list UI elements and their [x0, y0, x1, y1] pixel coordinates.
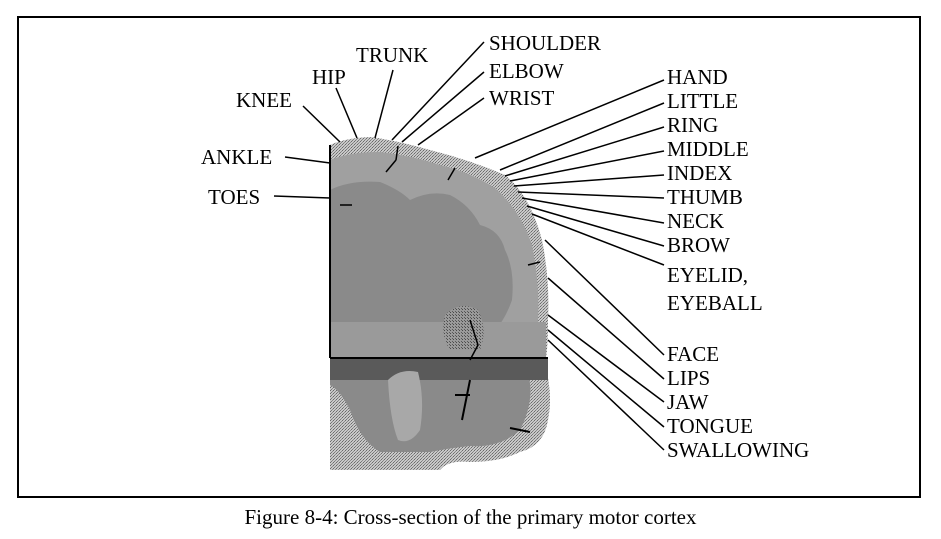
label-thumb: THUMB — [667, 185, 743, 209]
lower-sulcus — [455, 379, 471, 421]
leader-index — [513, 174, 665, 187]
sulcus-4 — [527, 261, 541, 266]
leader-ankle — [284, 156, 331, 164]
leader-shoulder — [391, 41, 485, 141]
label-trunk: TRUNK — [356, 43, 428, 67]
leader-wrist — [417, 97, 485, 146]
label-shoulder: SHOULDER — [489, 31, 601, 55]
lower-gyrus — [388, 371, 423, 442]
leader-swallowing — [547, 339, 665, 451]
label-knee: KNEE — [236, 88, 292, 112]
leader-elbow — [401, 71, 485, 143]
leader-tongue — [547, 329, 665, 428]
label-ring: RING — [667, 113, 718, 137]
sulcus-1 — [385, 145, 399, 173]
label-hand: HAND — [667, 65, 728, 89]
leader-lines — [273, 41, 665, 451]
label-jaw: JAW — [667, 390, 709, 414]
label-hip: HIP — [312, 65, 346, 89]
label-eyelid: EYELID, — [667, 263, 748, 287]
leader-neck — [521, 197, 665, 224]
figure-caption: Figure 8-4: Cross-section of the primary… — [244, 505, 697, 529]
label-neck: NECK — [667, 209, 724, 233]
dark-band — [330, 358, 548, 380]
label-elbow: ELBOW — [489, 59, 564, 83]
leader-little — [499, 102, 665, 171]
leader-toes — [273, 195, 331, 199]
label-eyeball: EYEBALL — [667, 291, 763, 315]
leader-brow — [526, 205, 665, 247]
leader-eyelid — [531, 213, 665, 266]
leader-ring — [504, 126, 665, 177]
lower-brain-section — [330, 358, 550, 470]
label-face: FACE — [667, 342, 719, 366]
leader-middle — [509, 150, 665, 182]
white-matter — [330, 181, 513, 330]
leader-lips — [547, 277, 665, 380]
leader-knee — [302, 105, 341, 143]
leader-face — [544, 239, 665, 356]
lower-sulcus-2 — [509, 427, 531, 433]
leader-thumb — [517, 191, 665, 199]
leader-hand — [474, 79, 665, 159]
lower-white-matter — [330, 365, 531, 452]
labels: SHOULDER ELBOW WRIST TRUNK HIP KNEE ANKL… — [201, 31, 809, 462]
leader-hip — [335, 87, 358, 139]
label-middle: MIDDLE — [667, 137, 749, 161]
leader-jaw — [547, 314, 665, 403]
basal-band — [330, 322, 546, 358]
label-ankle: ANKLE — [201, 145, 272, 169]
label-little: LITTLE — [667, 89, 738, 113]
label-swallowing: SWALLOWING — [667, 438, 809, 462]
cortex-upper — [329, 137, 549, 361]
label-brow: BROW — [667, 233, 730, 257]
label-wrist: WRIST — [489, 86, 555, 110]
label-toes: TOES — [208, 185, 260, 209]
leader-trunk — [374, 69, 394, 139]
label-tongue: TONGUE — [667, 414, 753, 438]
motor-cortex-diagram: SHOULDER ELBOW WRIST TRUNK HIP KNEE ANKL… — [201, 31, 809, 470]
sulcus-2 — [447, 167, 456, 181]
inner-gyrus — [443, 306, 484, 350]
label-index: INDEX — [667, 161, 732, 185]
sulcus-5 — [469, 319, 479, 361]
label-lips: LIPS — [667, 366, 710, 390]
